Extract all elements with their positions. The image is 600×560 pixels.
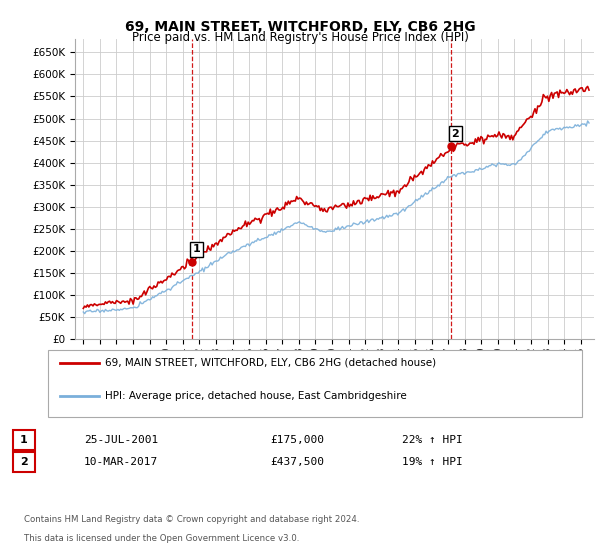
- Text: 69, MAIN STREET, WITCHFORD, ELY, CB6 2HG (detached house): 69, MAIN STREET, WITCHFORD, ELY, CB6 2HG…: [105, 358, 436, 368]
- Text: HPI: Average price, detached house, East Cambridgeshire: HPI: Average price, detached house, East…: [105, 391, 407, 402]
- Text: Contains HM Land Registry data © Crown copyright and database right 2024.: Contains HM Land Registry data © Crown c…: [24, 515, 359, 524]
- Text: 22% ↑ HPI: 22% ↑ HPI: [402, 435, 463, 445]
- Text: 1: 1: [20, 435, 28, 445]
- Text: 10-MAR-2017: 10-MAR-2017: [84, 457, 158, 467]
- Text: 19% ↑ HPI: 19% ↑ HPI: [402, 457, 463, 467]
- Text: £175,000: £175,000: [270, 435, 324, 445]
- Text: 2: 2: [452, 129, 459, 139]
- Text: 1: 1: [193, 244, 200, 254]
- Text: £437,500: £437,500: [270, 457, 324, 467]
- Text: 25-JUL-2001: 25-JUL-2001: [84, 435, 158, 445]
- Text: 69, MAIN STREET, WITCHFORD, ELY, CB6 2HG: 69, MAIN STREET, WITCHFORD, ELY, CB6 2HG: [125, 20, 475, 34]
- Text: 2: 2: [20, 457, 28, 467]
- Text: This data is licensed under the Open Government Licence v3.0.: This data is licensed under the Open Gov…: [24, 534, 299, 543]
- Text: Price paid vs. HM Land Registry's House Price Index (HPI): Price paid vs. HM Land Registry's House …: [131, 31, 469, 44]
